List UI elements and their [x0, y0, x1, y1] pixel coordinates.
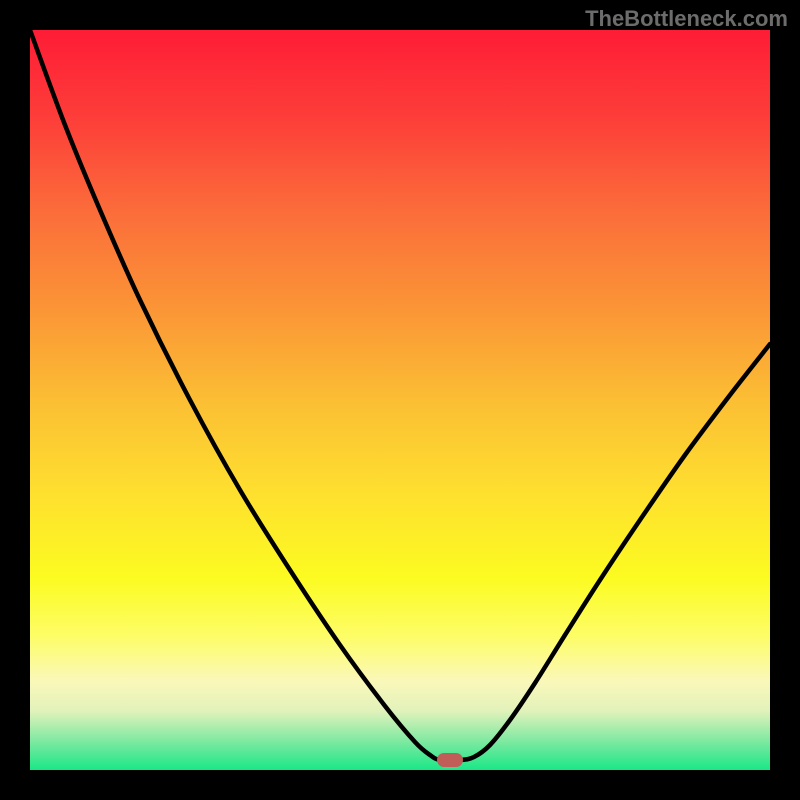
background-gradient [30, 30, 770, 770]
chart-container: TheBottleneck.com [0, 0, 800, 800]
attribution-text: TheBottleneck.com [585, 6, 788, 32]
bottleneck-chart [0, 0, 800, 800]
sweet-spot-marker [437, 753, 463, 767]
